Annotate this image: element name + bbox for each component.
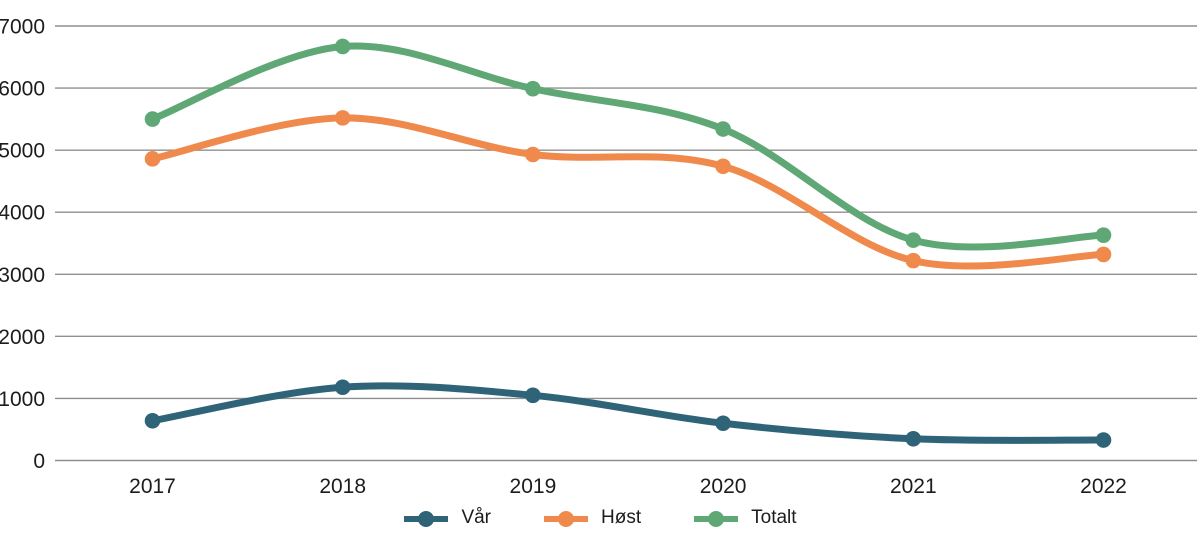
legend-label-var: Vår bbox=[461, 507, 492, 528]
data-point-hst bbox=[715, 158, 731, 175]
data-point-totalt bbox=[144, 111, 161, 127]
data-point-totalt bbox=[715, 121, 731, 137]
data-point-vr bbox=[715, 415, 731, 432]
y-tick-label: 6000 bbox=[0, 78, 45, 101]
legend-label-totalt: Totalt bbox=[751, 507, 797, 528]
y-tick-label: 2000 bbox=[0, 326, 45, 349]
y-tick-label: 0 bbox=[33, 450, 45, 473]
data-point-vr bbox=[525, 387, 541, 404]
data-point-totalt bbox=[1095, 227, 1112, 243]
data-point-hst bbox=[905, 252, 922, 269]
legend-item-host: Høst bbox=[543, 508, 641, 529]
y-tick-label: 3000 bbox=[0, 264, 45, 287]
chart-legend: Vår Høst Totalt bbox=[0, 508, 1200, 529]
data-point-hst bbox=[144, 151, 161, 167]
data-point-hst bbox=[334, 110, 351, 126]
legend-marker-host bbox=[544, 510, 589, 527]
legend-marker-var bbox=[404, 510, 449, 527]
y-tick-label: 4000 bbox=[0, 202, 45, 225]
legend-item-totalt: Totalt bbox=[693, 507, 797, 529]
data-point-totalt bbox=[905, 232, 922, 248]
x-tick-label: 2020 bbox=[700, 475, 747, 498]
legend-item-var: Vår bbox=[403, 508, 491, 529]
x-tick-label: 2022 bbox=[1080, 475, 1127, 498]
series-line-totalt bbox=[149, 42, 1107, 251]
y-tick-label: 5000 bbox=[0, 140, 45, 163]
data-point-totalt bbox=[334, 38, 351, 55]
data-point-vr bbox=[1095, 432, 1112, 448]
data-point-hst bbox=[525, 146, 541, 163]
series-line-hst bbox=[149, 114, 1107, 270]
legend-label-host: Høst bbox=[601, 507, 642, 528]
x-tick-label: 2017 bbox=[129, 475, 176, 498]
series-line-vr bbox=[149, 382, 1107, 444]
y-tick-label: 1000 bbox=[0, 388, 45, 411]
data-point-vr bbox=[905, 430, 922, 447]
x-tick-label: 2021 bbox=[890, 475, 937, 498]
data-point-totalt bbox=[525, 80, 541, 97]
legend-marker-totalt bbox=[694, 510, 739, 527]
y-tick-label: 7000 bbox=[0, 16, 45, 39]
data-point-hst bbox=[1095, 246, 1112, 263]
data-point-vr bbox=[334, 379, 351, 396]
x-tick-label: 2019 bbox=[510, 475, 557, 498]
x-tick-label: 2018 bbox=[319, 475, 366, 498]
data-point-vr bbox=[144, 412, 161, 429]
